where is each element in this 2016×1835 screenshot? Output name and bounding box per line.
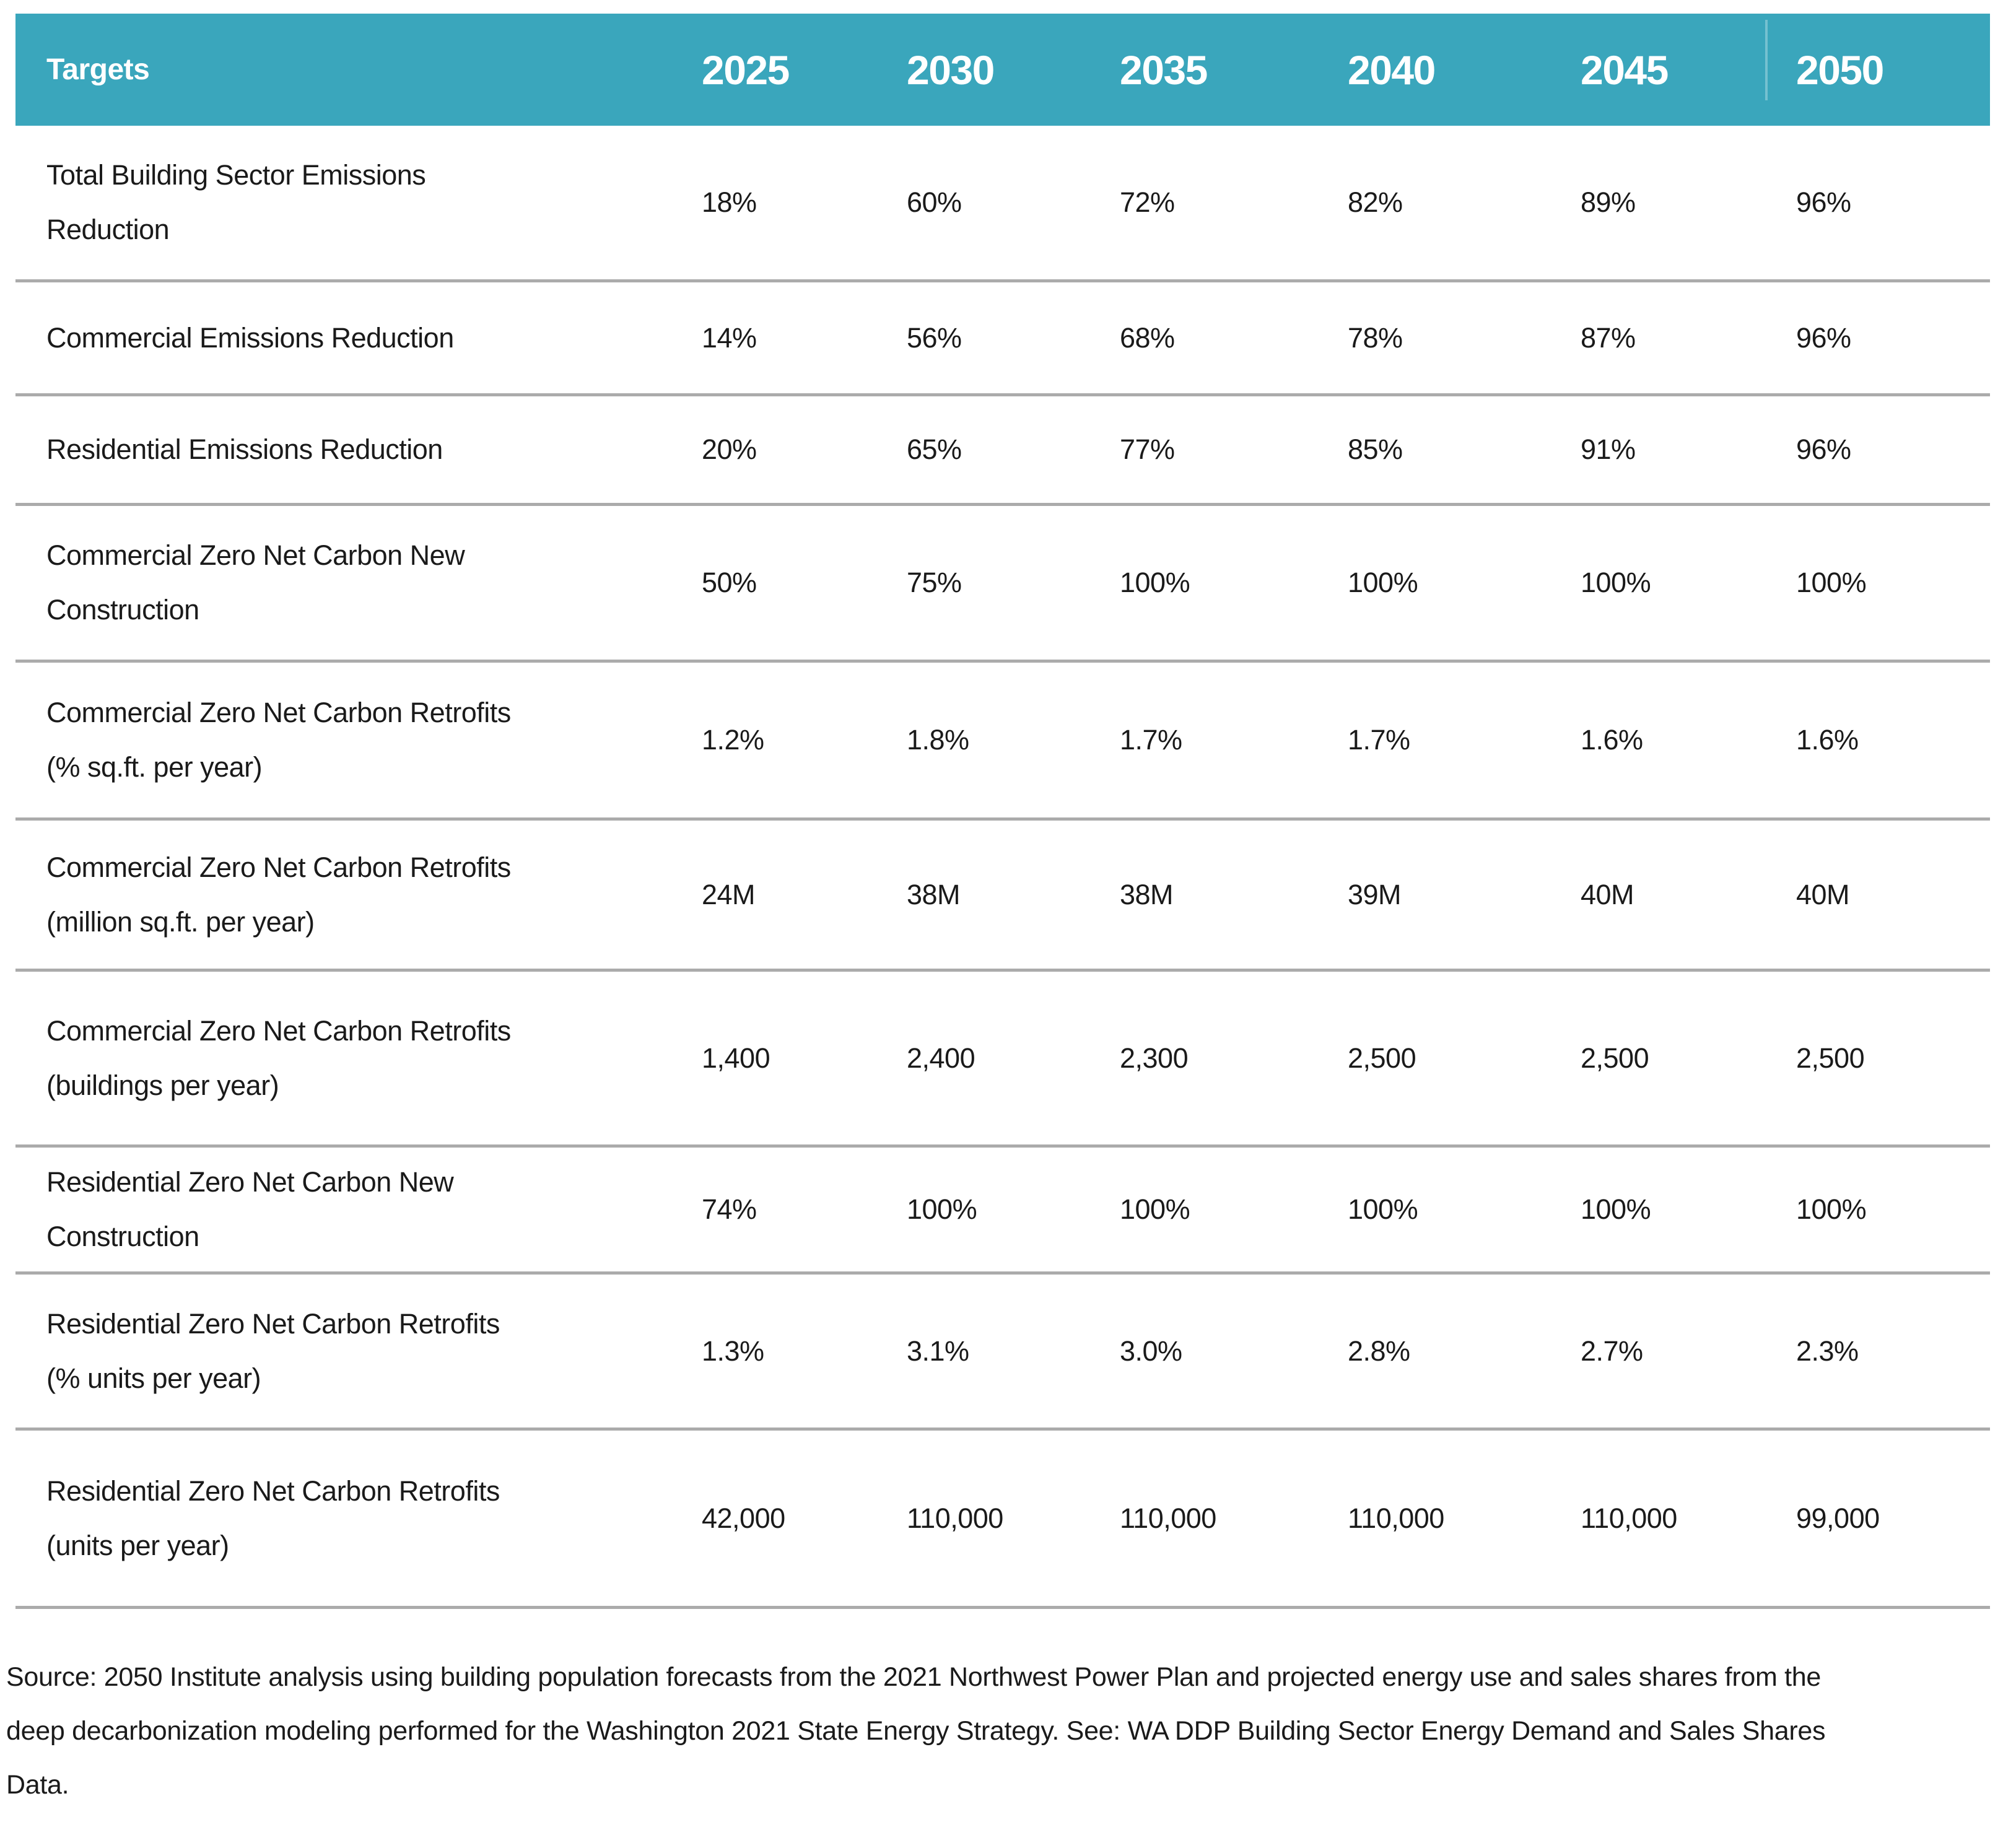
row-label: Commercial Zero Net Carbon Retrofits (% …	[46, 697, 511, 783]
cell-value: 2,400	[907, 1042, 975, 1074]
row-label: Residential Zero Net Carbon Retrofits (u…	[46, 1475, 500, 1561]
table-row: Commercial Zero Net Carbon Retrofits (% …	[15, 663, 1990, 821]
cell-value: 20%	[702, 434, 757, 465]
row-label: Commercial Zero Net Carbon Retrofits (mi…	[46, 851, 511, 938]
table-row: Residential Zero Net Carbon Retrofits (u…	[15, 1431, 1990, 1609]
year-column-header-2025: 2025	[702, 46, 790, 93]
cell-value: 1.2%	[702, 724, 764, 756]
cell-value: 1.8%	[907, 724, 969, 756]
cell-value: 100%	[1581, 1193, 1651, 1225]
cell-value: 50%	[702, 567, 757, 598]
cell-value: 100%	[1348, 1193, 1418, 1225]
cell-value: 14%	[702, 321, 757, 354]
cell-value: 89%	[1581, 186, 1636, 218]
table-row: Commercial Zero Net Carbon Retrofits (bu…	[15, 972, 1990, 1148]
cell-value: 2.7%	[1581, 1335, 1643, 1367]
row-label: Commercial Zero Net Carbon New Construct…	[46, 539, 465, 625]
cell-value: 2,500	[1348, 1042, 1416, 1074]
cell-value: 100%	[1120, 1193, 1190, 1225]
cell-value: 68%	[1120, 321, 1175, 354]
cell-value: 87%	[1581, 321, 1636, 354]
table-row: Total Building Sector Emissions Reductio…	[15, 126, 1990, 282]
row-label: Residential Zero Net Carbon New Construc…	[46, 1166, 454, 1252]
cell-value: 3.1%	[907, 1335, 969, 1367]
cell-value: 60%	[907, 186, 962, 218]
cell-value: 38M	[907, 878, 961, 910]
table-row: Residential Zero Net Carbon Retrofits (%…	[15, 1275, 1990, 1431]
cell-value: 100%	[1348, 567, 1418, 598]
cell-value: 1.6%	[1581, 724, 1643, 756]
cell-value: 100%	[1796, 1193, 1867, 1225]
year-column-header-2050: 2050	[1796, 46, 1884, 93]
cell-value: 2.3%	[1796, 1335, 1859, 1367]
cell-value: 1.7%	[1120, 724, 1182, 756]
cell-value: 82%	[1348, 186, 1403, 218]
row-label: Residential Zero Net Carbon Retrofits (%…	[46, 1307, 500, 1394]
cell-value: 1.6%	[1796, 724, 1859, 756]
header-cell-divider	[1765, 20, 1768, 100]
year-column-header-2030: 2030	[907, 46, 995, 93]
year-column-header-2045: 2045	[1581, 46, 1669, 93]
cell-value: 18%	[702, 186, 757, 218]
cell-value: 24M	[702, 878, 756, 910]
cell-value: 56%	[907, 321, 962, 354]
cell-value: 39M	[1348, 878, 1402, 910]
cell-value: 85%	[1348, 434, 1403, 465]
cell-value: 110,000	[1120, 1502, 1216, 1534]
cell-value: 100%	[907, 1193, 977, 1225]
cell-value: 42,000	[702, 1502, 785, 1534]
cell-value: 74%	[702, 1193, 757, 1225]
cell-value: 77%	[1120, 434, 1175, 465]
cell-value: 96%	[1796, 186, 1851, 218]
cell-value: 100%	[1581, 567, 1651, 598]
table-header-row: Targets 2025 2030 2035 2040 2045 2050	[15, 14, 1990, 126]
cell-value: 110,000	[1581, 1502, 1677, 1534]
cell-value: 96%	[1796, 321, 1851, 354]
cell-value: 2.8%	[1348, 1335, 1410, 1367]
cell-value: 100%	[1120, 567, 1190, 598]
cell-value: 91%	[1581, 434, 1636, 465]
table-row: Residential Emissions Reduction 20% 65% …	[15, 396, 1990, 506]
cell-value: 96%	[1796, 434, 1851, 465]
row-label: Residential Emissions Reduction	[46, 434, 443, 465]
cell-value: 40M	[1581, 878, 1634, 910]
table-row: Commercial Emissions Reduction 14% 56% 6…	[15, 282, 1990, 396]
cell-value: 1,400	[702, 1042, 770, 1074]
row-label: Total Building Sector Emissions Reductio…	[46, 159, 426, 245]
source-note: Source: 2050 Institute analysis using bu…	[6, 1662, 1826, 1800]
cell-value: 40M	[1796, 878, 1850, 910]
cell-value: 3.0%	[1120, 1335, 1182, 1367]
cell-value: 110,000	[1348, 1502, 1444, 1534]
table-row: Commercial Zero Net Carbon New Construct…	[15, 506, 1990, 663]
table-row: Commercial Zero Net Carbon Retrofits (mi…	[15, 821, 1990, 972]
cell-value: 110,000	[907, 1502, 1003, 1534]
cell-value: 2,500	[1796, 1042, 1865, 1074]
cell-value: 38M	[1120, 878, 1174, 910]
cell-value: 78%	[1348, 321, 1403, 354]
cell-value: 72%	[1120, 186, 1175, 218]
cell-value: 75%	[907, 567, 962, 598]
row-label: Commercial Emissions Reduction	[46, 321, 454, 354]
year-column-header-2040: 2040	[1348, 46, 1436, 93]
year-column-header-2035: 2035	[1120, 46, 1208, 93]
targets-column-header: Targets	[46, 53, 150, 86]
table-row: Residential Zero Net Carbon New Construc…	[15, 1148, 1990, 1275]
cell-value: 2,500	[1581, 1042, 1649, 1074]
row-label: Commercial Zero Net Carbon Retrofits (bu…	[46, 1014, 511, 1101]
cell-value: 99,000	[1796, 1502, 1880, 1534]
cell-value: 1.7%	[1348, 724, 1410, 756]
cell-value: 1.3%	[702, 1335, 764, 1367]
cell-value: 2,300	[1120, 1042, 1189, 1074]
targets-table: Targets 2025 2030 2035 2040 2045 2050 To…	[15, 14, 1990, 1609]
cell-value: 100%	[1796, 567, 1867, 598]
cell-value: 65%	[907, 434, 962, 465]
